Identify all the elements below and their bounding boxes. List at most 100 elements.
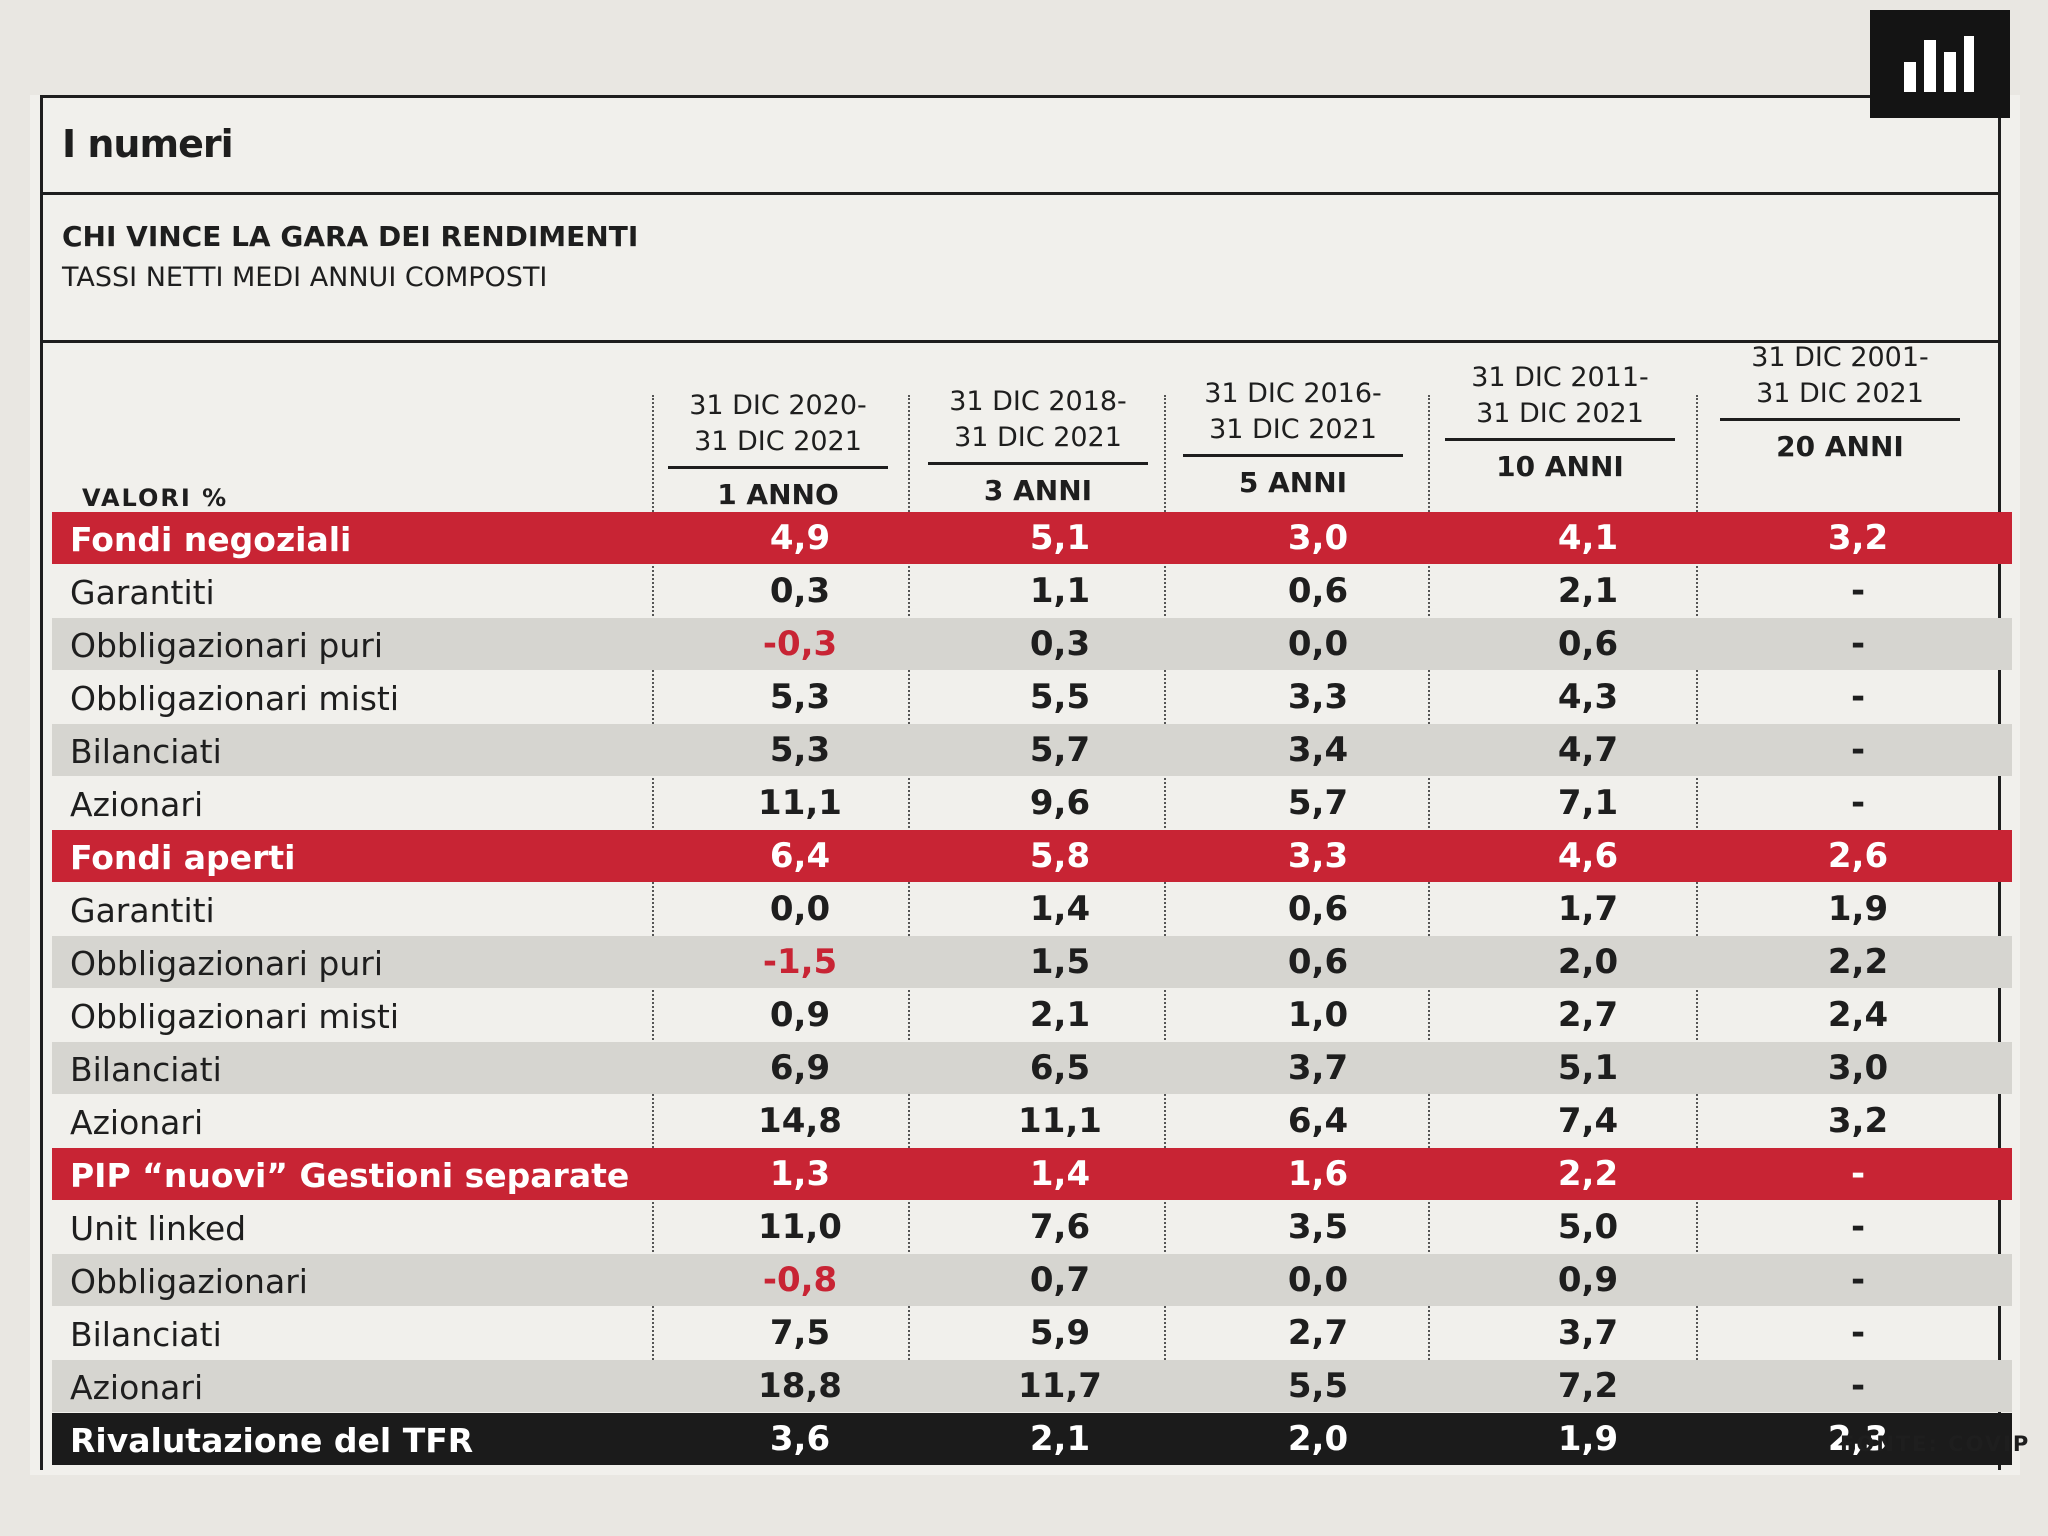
value-cell: 2,0	[1287, 1419, 1349, 1459]
value-cell: 0,9	[1557, 1260, 1619, 1300]
table-row: Bilanciati 7,5 5,9 2,7 3,7 -	[52, 1307, 2012, 1359]
value-cell: 0,0	[1287, 624, 1349, 664]
row-label: Garantiti	[70, 891, 215, 930]
value-cell: 0,3	[769, 571, 831, 611]
value-cell: 1,9	[1827, 889, 1889, 929]
value-cell: 5,1	[1557, 1048, 1619, 1088]
row-label: Bilanciati	[70, 1315, 222, 1354]
column-header: 31 DIC 2011- 31 DIC 2021 10 ANNI	[1445, 360, 1675, 485]
group-row: PIP “nuovi” Gestioni separate 1,3 1,4 1,6 2,…	[52, 1148, 2012, 1200]
table-row: Bilanciati 6,9 6,5 3,7 5,1 3,0	[52, 1042, 2012, 1094]
value-cell: 0,7	[1029, 1260, 1091, 1300]
row-label: Garantiti	[70, 573, 215, 612]
value-cell: 4,1	[1557, 518, 1619, 558]
row-label: Obbligazionari puri	[70, 944, 384, 983]
value-cell: 3,0	[1827, 1048, 1889, 1088]
value-cell: 11,1	[1018, 1101, 1102, 1141]
column-header: 31 DIC 2016- 31 DIC 2021 5 ANNI	[1183, 376, 1403, 501]
column-header: 31 DIC 2018- 31 DIC 2021 3 ANNI	[928, 384, 1148, 509]
value-cell: 5,8	[1029, 836, 1091, 876]
column-range-end: 31 DIC 2021	[954, 422, 1122, 453]
value-cell: 0,6	[1287, 571, 1349, 611]
subheadline: TASSI NETTI MEDI ANNUI COMPOSTI	[62, 262, 548, 293]
value-cell: 3,4	[1287, 730, 1349, 770]
row-label: Obbligazionari	[70, 1262, 308, 1301]
value-cell: 3,2	[1827, 1101, 1889, 1141]
source-note: FONTE: COVIP	[1840, 1432, 2031, 1456]
header-rule	[40, 192, 1998, 195]
row-label: PIP “nuovi” Gestioni separate	[70, 1156, 630, 1195]
section-title: I numeri	[62, 122, 234, 166]
value-cell: 3,7	[1557, 1313, 1619, 1353]
column-range-start: 31 DIC 2001-	[1751, 342, 1929, 373]
value-cell: 2,1	[1029, 1419, 1091, 1459]
value-cell: 14,8	[758, 1101, 842, 1141]
value-cell: 2,7	[1557, 995, 1619, 1035]
value-cell: 5,0	[1557, 1207, 1619, 1247]
table-row: Obbligazionari misti 5,3 5,5 3,3 4,3 -	[52, 671, 2012, 723]
value-cell: 1,9	[1557, 1419, 1619, 1459]
value-cell: 0,9	[769, 995, 831, 1035]
value-cell: 2,1	[1557, 571, 1619, 611]
table-row: Obbligazionari puri -1,5 1,5 0,6 2,0 2,2	[52, 936, 2012, 988]
value-cell: 5,3	[769, 730, 831, 770]
row-label: Unit linked	[70, 1209, 247, 1248]
value-cell: 5,1	[1029, 518, 1091, 558]
value-cell: 5,5	[1287, 1366, 1349, 1406]
value-cell: 2,6	[1827, 836, 1889, 876]
value-cell: -	[1850, 1154, 1866, 1194]
value-cell: 1,0	[1287, 995, 1349, 1035]
value-cell: -	[1850, 1207, 1866, 1247]
value-cell: 0,3	[1029, 624, 1091, 664]
value-cell: -1,5	[762, 942, 838, 982]
value-cell: -	[1850, 783, 1866, 823]
column-years: 1 ANNO	[717, 478, 839, 511]
row-label: Rivalutazione del TFR	[70, 1421, 474, 1460]
value-cell: 0,0	[1287, 1260, 1349, 1300]
column-years: 20 ANNI	[1776, 430, 1904, 463]
row-label: Obbligazionari misti	[70, 679, 400, 718]
column-divider	[1428, 395, 1430, 1415]
table-row: Azionari 11,1 9,6 5,7 7,1 -	[52, 777, 2012, 829]
value-cell: 4,6	[1557, 836, 1619, 876]
value-cell: 3,3	[1287, 677, 1349, 717]
column-divider	[1164, 395, 1166, 1415]
table-row: Garantiti 0,0 1,4 0,6 1,7 1,9	[52, 883, 2012, 935]
row-label: Fondi aperti	[70, 838, 296, 877]
group-row: Fondi negoziali 4,9 5,1 3,0 4,1 3,2	[52, 512, 2012, 564]
value-cell: 5,3	[769, 677, 831, 717]
value-cell: 1,7	[1557, 889, 1619, 929]
group-row: Fondi aperti 6,4 5,8 3,3 4,6 2,6	[52, 830, 2012, 882]
value-cell: 4,3	[1557, 677, 1619, 717]
table-frame	[40, 95, 2001, 1470]
value-cell: 2,7	[1287, 1313, 1349, 1353]
column-header: 31 DIC 2020- 31 DIC 2021 1 ANNO	[668, 388, 888, 513]
column-range-start: 31 DIC 2011-	[1471, 362, 1649, 393]
row-label: Bilanciati	[70, 1050, 222, 1089]
value-cell: 5,7	[1287, 783, 1349, 823]
value-cell: 3,0	[1287, 518, 1349, 558]
value-cell: 7,2	[1557, 1366, 1619, 1406]
table-row: Garantiti 0,3 1,1 0,6 2,1 -	[52, 565, 2012, 617]
column-range-start: 31 DIC 2016-	[1204, 378, 1382, 409]
value-cell: 2,0	[1557, 942, 1619, 982]
column-years: 3 ANNI	[983, 474, 1093, 507]
table-row: Obbligazionari -0,8 0,7 0,0 0,9 -	[52, 1254, 2012, 1306]
value-cell: 7,4	[1557, 1101, 1619, 1141]
row-label: Bilanciati	[70, 732, 222, 771]
table-row: Azionari 18,8 11,7 5,5 7,2 -	[52, 1360, 2012, 1412]
value-cell: 5,9	[1029, 1313, 1091, 1353]
table-row: Unit linked 11,0 7,6 3,5 5,0 -	[52, 1201, 2012, 1253]
row-label: Azionari	[70, 1103, 204, 1142]
value-cell: 9,6	[1029, 783, 1091, 823]
value-cell: 3,5	[1287, 1207, 1349, 1247]
table-row: Obbligazionari puri -0,3 0,3 0,0 0,6 -	[52, 618, 2012, 670]
value-cell: 1,6	[1287, 1154, 1349, 1194]
value-cell: 6,4	[769, 836, 831, 876]
value-cell: 11,1	[758, 783, 842, 823]
row-label: Obbligazionari misti	[70, 997, 400, 1036]
row-label: Azionari	[70, 785, 204, 824]
top-rule	[40, 95, 1998, 98]
value-cell: -	[1850, 1366, 1866, 1406]
table-row: Azionari 14,8 11,1 6,4 7,4 3,2	[52, 1095, 2012, 1147]
